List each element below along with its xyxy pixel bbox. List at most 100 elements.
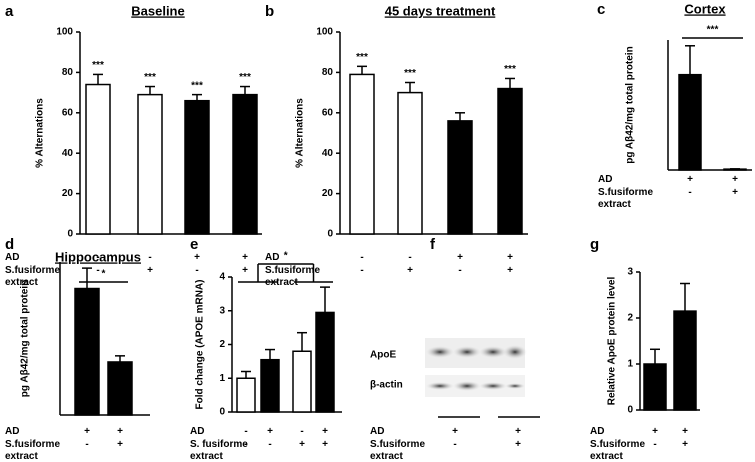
significance-label: * bbox=[284, 251, 288, 262]
y-tick-label: 80 bbox=[62, 67, 74, 78]
panel-letter: d bbox=[5, 236, 14, 253]
condition-sign: + bbox=[407, 265, 413, 276]
panel-title: Cortex bbox=[684, 1, 726, 16]
condition-sign: - bbox=[85, 439, 89, 450]
condition-label: AD bbox=[190, 426, 205, 437]
condition-sign: + bbox=[732, 174, 738, 185]
y-tick-label: 20 bbox=[62, 188, 74, 199]
condition-sign: - bbox=[360, 265, 364, 276]
condition-label: AD bbox=[5, 252, 20, 263]
bar bbox=[232, 93, 258, 235]
bar bbox=[643, 363, 667, 411]
band-label: ApoE bbox=[370, 350, 396, 361]
condition-sign: + bbox=[682, 426, 688, 437]
condition-label: S.fusiforme extract bbox=[590, 439, 646, 462]
condition-sign: + bbox=[507, 252, 513, 263]
condition-sign: - bbox=[148, 252, 152, 263]
condition-sign: + bbox=[322, 439, 328, 450]
condition-label: S.fusiforme extract bbox=[265, 265, 321, 288]
y-axis-label: Relative ApoE protein level bbox=[607, 277, 618, 406]
condition-sign: - bbox=[453, 439, 457, 450]
significance-label: *** bbox=[356, 52, 368, 63]
y-tick-label: 60 bbox=[62, 107, 74, 118]
panel-title: Baseline bbox=[131, 3, 184, 18]
condition-label: S.fusiforme extract bbox=[370, 439, 426, 462]
condition-sign: + bbox=[299, 439, 305, 450]
condition-sign: + bbox=[687, 174, 693, 185]
condition-sign: + bbox=[117, 426, 123, 437]
condition-sign: + bbox=[652, 426, 658, 437]
y-tick-label: 60 bbox=[322, 107, 334, 118]
condition-label: S.fusiforme extract bbox=[598, 187, 654, 210]
panel-title: 45 days treatment bbox=[385, 3, 496, 18]
panel-letter: b bbox=[265, 3, 274, 20]
condition-sign: - bbox=[688, 187, 692, 198]
condition-sign: + bbox=[507, 265, 513, 276]
panel-letter: e bbox=[190, 236, 198, 253]
y-tick-label: 2 bbox=[627, 313, 633, 324]
y-tick-label: 0 bbox=[219, 407, 225, 418]
bar bbox=[236, 377, 256, 413]
y-tick-label: 100 bbox=[56, 27, 73, 38]
bar bbox=[184, 99, 210, 235]
condition-sign: + bbox=[732, 187, 738, 198]
bar bbox=[137, 93, 163, 235]
bar bbox=[85, 83, 111, 235]
condition-sign: + bbox=[682, 439, 688, 450]
condition-label: S.fusiforme extract bbox=[5, 265, 61, 288]
condition-label: AD bbox=[265, 252, 280, 263]
bar bbox=[107, 361, 133, 416]
y-tick-label: 100 bbox=[316, 27, 333, 38]
significance-label: *** bbox=[191, 80, 203, 91]
condition-sign: + bbox=[267, 426, 273, 437]
condition-sign: - bbox=[300, 426, 304, 437]
condition-sign: + bbox=[117, 439, 123, 450]
condition-sign: + bbox=[242, 252, 248, 263]
y-tick-label: 3 bbox=[627, 267, 633, 278]
condition-sign: + bbox=[147, 265, 153, 276]
y-tick-label: 0 bbox=[627, 405, 633, 416]
y-tick-label: 80 bbox=[322, 67, 334, 78]
condition-sign: + bbox=[242, 265, 248, 276]
blot-image bbox=[425, 338, 540, 418]
y-tick-label: 1 bbox=[627, 359, 633, 370]
condition-sign: + bbox=[515, 426, 521, 437]
bar bbox=[678, 73, 702, 171]
condition-sign: - bbox=[360, 252, 364, 263]
bar bbox=[260, 358, 280, 413]
y-tick-label: 2 bbox=[219, 339, 225, 350]
significance-label: *** bbox=[144, 72, 156, 83]
condition-sign: + bbox=[457, 252, 463, 263]
significance-label: * bbox=[102, 269, 106, 280]
significance-label: *** bbox=[239, 72, 251, 83]
condition-sign: - bbox=[458, 265, 462, 276]
y-tick-label: 1 bbox=[219, 373, 225, 384]
bar bbox=[349, 73, 375, 235]
condition-label: AD bbox=[598, 174, 613, 185]
condition-label: AD bbox=[370, 426, 385, 437]
panel-letter: f bbox=[430, 236, 436, 253]
bar bbox=[292, 350, 312, 413]
band-label: β-actin bbox=[370, 380, 403, 391]
bar bbox=[447, 120, 473, 235]
y-tick-label: 40 bbox=[62, 148, 74, 159]
panel-letter: g bbox=[590, 236, 599, 253]
y-tick-label: 4 bbox=[219, 272, 225, 283]
condition-sign: - bbox=[408, 252, 412, 263]
condition-sign: - bbox=[244, 439, 248, 450]
condition-label: S. fusiforme extract bbox=[190, 439, 248, 462]
y-axis-label: pg Aβ42/mg total protein bbox=[625, 46, 636, 163]
panel-letter: a bbox=[5, 3, 14, 20]
y-axis-label: pg Aβ42/mg total protein bbox=[20, 280, 31, 397]
significance-label: *** bbox=[504, 64, 516, 75]
condition-sign: - bbox=[96, 265, 100, 276]
y-tick-label: 20 bbox=[322, 188, 334, 199]
y-tick-label: 40 bbox=[322, 148, 334, 159]
bar bbox=[315, 311, 335, 413]
condition-label: AD bbox=[5, 426, 20, 437]
significance-label: *** bbox=[92, 60, 104, 71]
condition-sign: + bbox=[515, 439, 521, 450]
y-axis-label: Fold change (APOE mRNA) bbox=[195, 279, 206, 409]
bar bbox=[723, 168, 747, 171]
